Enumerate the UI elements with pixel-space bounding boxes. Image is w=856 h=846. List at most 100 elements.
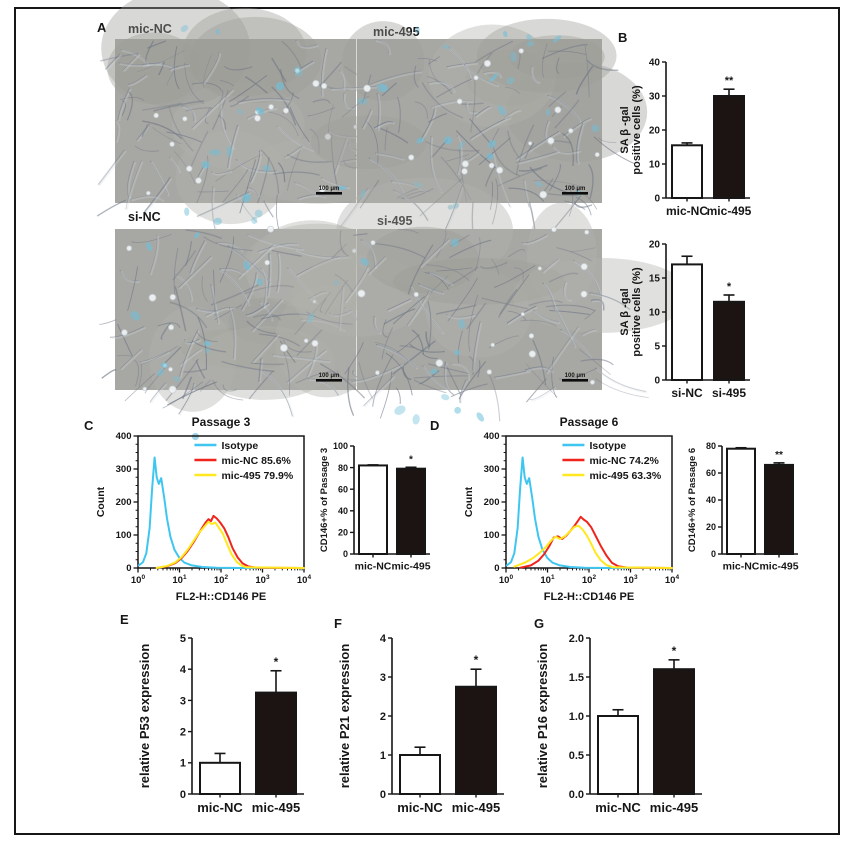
x-tick-label: 100 <box>131 574 146 586</box>
bar-chart-sa-bgal-si: 0 5 10 15 20 si-NC si-495 * SA β -gal positive ce… <box>619 240 750 400</box>
y-tick-label: 0 <box>711 549 716 559</box>
x-category-label: mic-495 <box>452 800 500 815</box>
y-tick-label: 20 <box>706 522 716 532</box>
x-category-label: mic-NC <box>397 800 443 815</box>
micrograph-image-si-nc: 100 μm <box>99 193 397 441</box>
y-tick-label: 100 <box>484 530 500 541</box>
y-tick-label: 100 <box>116 530 132 541</box>
micrograph-image-mic-nc: 100 μm <box>96 0 396 246</box>
y-axis-label: relative P16 expression <box>535 644 550 789</box>
y-tick-label: 10 <box>649 308 661 319</box>
x-category-label: mic-NC <box>355 561 392 573</box>
bar-mic-NC <box>597 715 639 795</box>
bar-mic-NC <box>199 761 241 796</box>
panel-label-d: D <box>430 418 440 433</box>
scale-bar-label: 100 μm <box>565 186 586 192</box>
y-tick-label: 0 <box>494 563 499 574</box>
significance-marker: * <box>474 653 479 667</box>
x-category-label: mic-NC <box>197 800 243 815</box>
y-tick-label: 1 <box>380 750 386 762</box>
bar-mic-NC <box>399 754 441 795</box>
bar-mic-NC <box>358 464 388 555</box>
y-tick-label: 0 <box>126 563 131 574</box>
y-axis-label: SA β -gal <box>619 288 631 335</box>
y-tick-label: 0 <box>654 194 660 205</box>
panel-label-e: E <box>120 612 129 627</box>
y-axis-label: Count <box>95 486 107 517</box>
bar-chart-p21: 0 1 2 3 4 mic-NC mic-495 * relative P21 expressi… <box>337 633 504 815</box>
x-tick-label: 101 <box>172 574 187 586</box>
scale-bar <box>316 379 342 382</box>
x-category-label: mic-495 <box>252 800 300 815</box>
x-category-label: mic-NC <box>666 204 708 218</box>
scale-bar-label: 100 μm <box>565 373 586 379</box>
x-category-label: mic-495 <box>707 204 752 218</box>
panel-label-a: A <box>97 20 107 35</box>
y-tick-label: 0 <box>654 376 660 387</box>
bar-mic-495 <box>764 463 794 555</box>
bar-mic-495 <box>455 685 497 795</box>
y-axis-label: CD146+% of Passage 3 <box>319 448 330 552</box>
significance-marker: * <box>672 644 677 658</box>
micrograph-label-si-495: si-495 <box>377 214 413 228</box>
y-tick-label: 40 <box>338 506 348 516</box>
y-tick-label: 20 <box>338 528 348 538</box>
y-tick-label: 0.5 <box>569 750 584 762</box>
x-category-label: mic-NC <box>595 800 641 815</box>
significance-marker: * <box>409 454 413 465</box>
x-axis-label: FL2-H::CD146 PE <box>544 591 634 603</box>
y-tick-label: 30 <box>649 92 661 103</box>
y-axis-label: Count <box>463 486 475 517</box>
y-tick-label: 2 <box>380 711 386 723</box>
legend-label: mic-NC 74.2% <box>589 455 659 467</box>
y-axis-label: CD146+% of Passage 6 <box>687 448 698 552</box>
x-tick-label: 103 <box>255 574 270 586</box>
y-tick-label: 1.0 <box>569 711 584 723</box>
micrograph-image-mic-495: 100 μm <box>310 18 648 260</box>
micrograph-label-si-nc: si-NC <box>128 210 161 224</box>
bar-mic-NC <box>671 144 703 200</box>
y-tick-label: 0.0 <box>569 789 584 801</box>
scale-bar-label: 100 μm <box>319 186 340 192</box>
x-tick-label: 102 <box>214 574 229 586</box>
y-tick-label: 200 <box>484 497 500 508</box>
y-tick-label: 200 <box>116 497 132 508</box>
y-tick-label: 0 <box>180 789 186 801</box>
y-tick-label: 5 <box>654 342 660 353</box>
series-curve <box>505 456 673 569</box>
legend-label: mic-495 79.9% <box>221 470 293 482</box>
panel-label-c: C <box>84 418 94 433</box>
y-tick-label: 4 <box>380 633 387 645</box>
y-tick-label: 300 <box>484 464 500 475</box>
micrograph-label-mic-nc: mic-NC <box>128 22 172 36</box>
bar-mic-495 <box>255 691 297 795</box>
y-tick-label: 1 <box>180 758 186 770</box>
series-curve <box>137 456 305 569</box>
y-tick-label: 60 <box>706 468 716 478</box>
y-axis-label: positive cells (%) <box>631 85 643 175</box>
y-axis-label: relative P21 expression <box>337 644 352 789</box>
y-axis-label: SA β -gal <box>619 106 631 153</box>
significance-marker: * <box>274 655 279 669</box>
micrograph-label-mic-495: mic-495 <box>373 25 420 39</box>
scale-bar <box>562 379 588 382</box>
chart-title: Passage 6 <box>560 415 619 429</box>
y-tick-label: 20 <box>649 126 661 137</box>
y-tick-label: 80 <box>706 441 716 451</box>
y-tick-label: 300 <box>116 464 132 475</box>
y-tick-label: 15 <box>649 274 661 285</box>
bar-si-NC <box>671 263 703 381</box>
x-category-label: si-NC <box>671 386 703 400</box>
significance-marker: ** <box>725 75 734 87</box>
panel-label-b: B <box>618 30 628 45</box>
bar-chart-p16: 0.0 0.5 1.0 1.5 2.0 mic-NC mic-495 * relative P1… <box>535 633 702 815</box>
y-tick-label: 5 <box>180 633 186 645</box>
bar-mic-495 <box>713 95 745 199</box>
panel-label-f: F <box>334 616 342 631</box>
y-tick-label: 3 <box>380 672 386 684</box>
y-tick-label: 10 <box>649 160 661 171</box>
bar-chart-cd146-passage3: 0 20 40 60 80 100 mic-NC mic-495 * CD146+% of Pas… <box>319 441 431 573</box>
x-category-label: mic-495 <box>650 800 698 815</box>
